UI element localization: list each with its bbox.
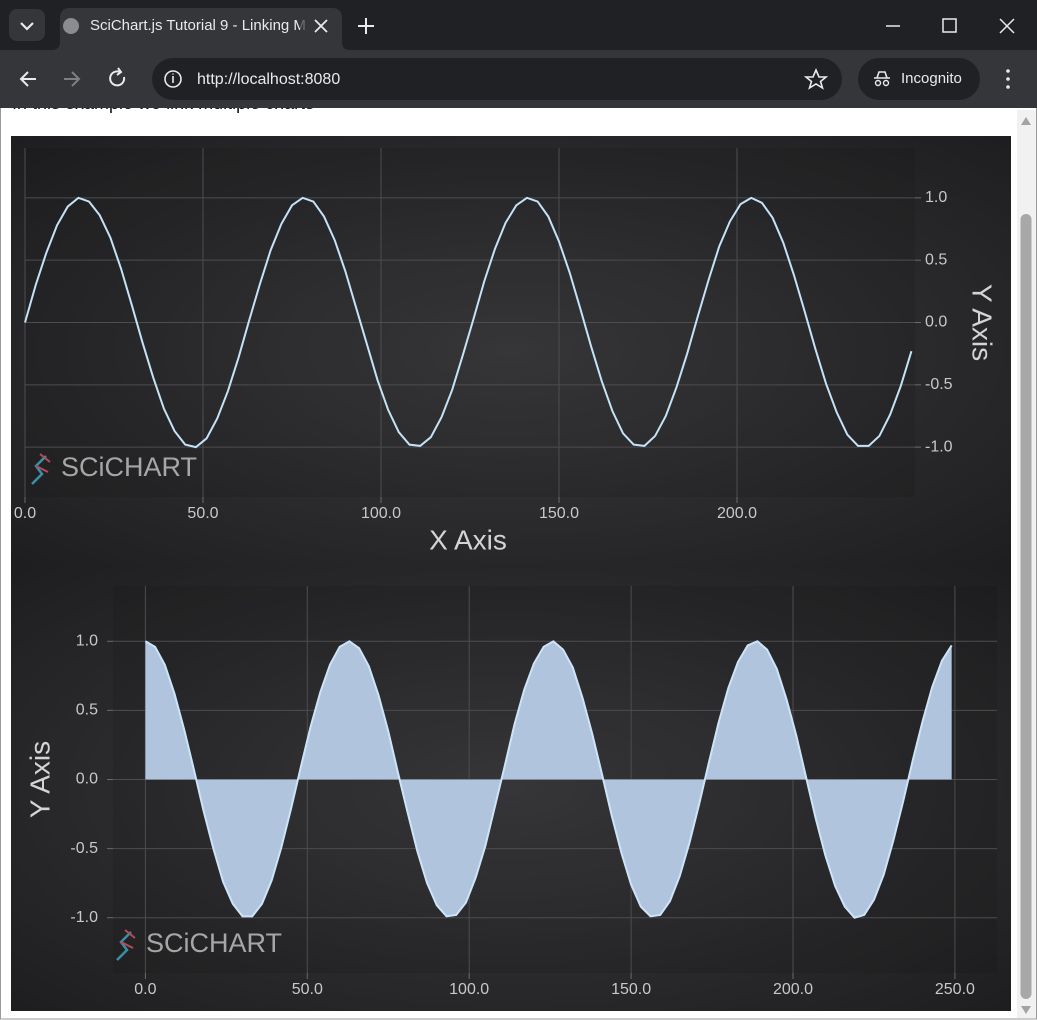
x-tick-label: 150.0 [539,505,579,522]
menu-dot [1006,85,1010,89]
x-tick-label: 50.0 [292,981,323,998]
incognito-lens [874,79,882,87]
watermark: SCiCHART [61,452,197,482]
chart-panel [11,136,1011,566]
watermark-logo [35,453,51,473]
x-tick-label: 100.0 [449,981,489,998]
watermark-logo [120,929,136,949]
y-tick-label: -1.0 [925,438,953,455]
back-button[interactable] [19,71,36,87]
reload-button[interactable] [109,70,126,87]
close-window[interactable] [999,18,1015,34]
tab-title: SciChart.js Tutorial 9 - Linking M [90,17,306,34]
chevron-icon [20,22,34,31]
profile-label: Incognito [901,70,962,87]
site-info-icon[interactable] [164,70,182,88]
y-tick-label: -0.5 [70,840,98,857]
x-axis-title: X Axis [429,524,507,555]
x-tick-label: 50.0 [187,505,218,522]
x-tick-label: 250.0 [935,981,975,998]
y-axis-title: Y Axis [967,284,998,361]
active-tab[interactable] [52,8,350,50]
bookmark-star[interactable] [803,67,829,90]
new-tab[interactable] [358,18,374,34]
chart: 0.0 50.0 100.0 150.0 200.0 250.0 -1.0 -0.5 0.0 0.… [24,586,997,998]
scroll-down[interactable] [1021,1006,1031,1014]
chart: 0.0 50.0 100.0 150.0 200.0 -1.0 -0.5 0.0 0.5 1.0 X… [14,148,998,555]
menu-dot [1006,69,1010,73]
y-tick-label: 0.0 [925,314,947,331]
tab-favicon [63,18,79,34]
watermark-logo [116,931,132,961]
forward-button[interactable] [64,71,81,87]
incognito-icon [874,71,890,79]
incognito-lens [882,79,890,87]
y-tick-label: 1.0 [925,189,947,206]
area-line [144,640,953,919]
data-line [24,196,913,449]
address-bar[interactable] [152,58,842,100]
y-tick-label: 0.5 [76,702,98,719]
x-tick-label: 200.0 [773,981,813,998]
watermark: SCiCHART [146,928,282,958]
profile-pill[interactable] [858,58,980,100]
x-tick-label: 0.0 [134,981,156,998]
scrollbar-thumb[interactable] [1020,214,1032,999]
x-tick-label: 200.0 [717,505,757,522]
charts: 0.0 50.0 100.0 150.0 200.0 -1.0 -0.5 0.0 0.5 1.0 X… [14,148,998,998]
y-tick-label: -1.0 [70,909,98,926]
y-tick-label: 0.5 [925,251,947,268]
y-tick-label: 1.0 [76,633,98,650]
x-tick-label: 100.0 [361,505,401,522]
tab-search-button[interactable] [9,9,45,41]
y-tick-label: -0.5 [925,376,953,393]
menu-dot [1006,77,1010,81]
watermark-logo [31,455,47,485]
url-text: http://localhost:8080 [197,71,340,88]
reload-arrow [116,67,123,76]
area-fill [145,641,952,918]
maximize[interactable] [942,18,957,33]
x-tick-label: 150.0 [611,981,651,998]
tab-title-fade [300,12,320,40]
scroll-up[interactable] [1021,117,1031,125]
y-tick-label: 0.0 [76,771,98,788]
tab-close[interactable] [314,19,328,33]
x-tick-label: 0.0 [14,505,36,522]
y-axis-title: Y Axis [24,741,55,818]
